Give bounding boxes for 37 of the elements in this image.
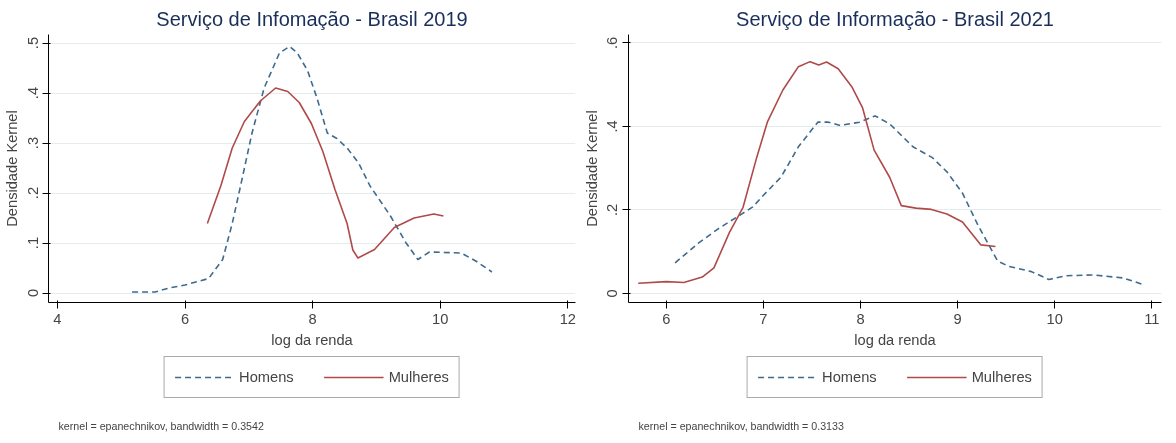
legend-label: Homens xyxy=(822,369,877,385)
y-tick-label: .5 xyxy=(24,36,41,50)
x-tick-label: 10 xyxy=(1046,310,1063,327)
x-axis-title: log da renda xyxy=(271,331,354,348)
y-tick-label: .1 xyxy=(24,236,41,250)
y-axis-title: Densidade Kernel xyxy=(583,110,600,227)
x-tick-label: 8 xyxy=(856,310,865,327)
chart-title: Serviço de Informação - Brasil 2021 xyxy=(736,7,1054,30)
x-tick-label: 10 xyxy=(432,310,449,327)
x-tick-label: 9 xyxy=(953,310,962,327)
x-tick-label: 12 xyxy=(559,310,577,327)
x-tick-label: 7 xyxy=(759,310,768,327)
text: kernel = epanechnikov, bandwidth = 0.3133 xyxy=(638,419,844,432)
y-tick-label: .3 xyxy=(24,136,41,150)
x-tick-label: 4 xyxy=(53,310,62,327)
y-tick-label: .4 xyxy=(604,120,621,133)
x-tick-label: 6 xyxy=(180,310,190,327)
x-axis-title: log da renda xyxy=(854,331,937,348)
legend-label: Mulheres xyxy=(388,369,449,385)
chart-title: Serviço de Infomação - Brasil 2019 xyxy=(156,7,468,30)
line-series xyxy=(637,60,997,285)
text: kernel = epanechnikov, bandwidth = 0.3542 xyxy=(58,419,264,432)
y-tick-label: .6 xyxy=(604,36,621,49)
line-series xyxy=(674,115,1143,285)
line-series xyxy=(131,45,493,293)
x-tick-label: 6 xyxy=(662,310,671,327)
x-tick-label: 8 xyxy=(308,310,317,327)
y-tick-label: 0 xyxy=(24,288,41,298)
legend-label: Homens xyxy=(239,369,294,385)
y-tick-label: .2 xyxy=(24,186,41,200)
y-tick-label: .4 xyxy=(24,86,41,100)
y-tick-label: 0 xyxy=(604,289,621,298)
y-axis-title: Densidade Kernel xyxy=(3,110,20,227)
y-tick-label: .2 xyxy=(604,203,621,216)
line-series xyxy=(206,87,445,259)
x-tick-label: 11 xyxy=(1144,310,1160,327)
legend-label: Mulheres xyxy=(971,369,1032,385)
